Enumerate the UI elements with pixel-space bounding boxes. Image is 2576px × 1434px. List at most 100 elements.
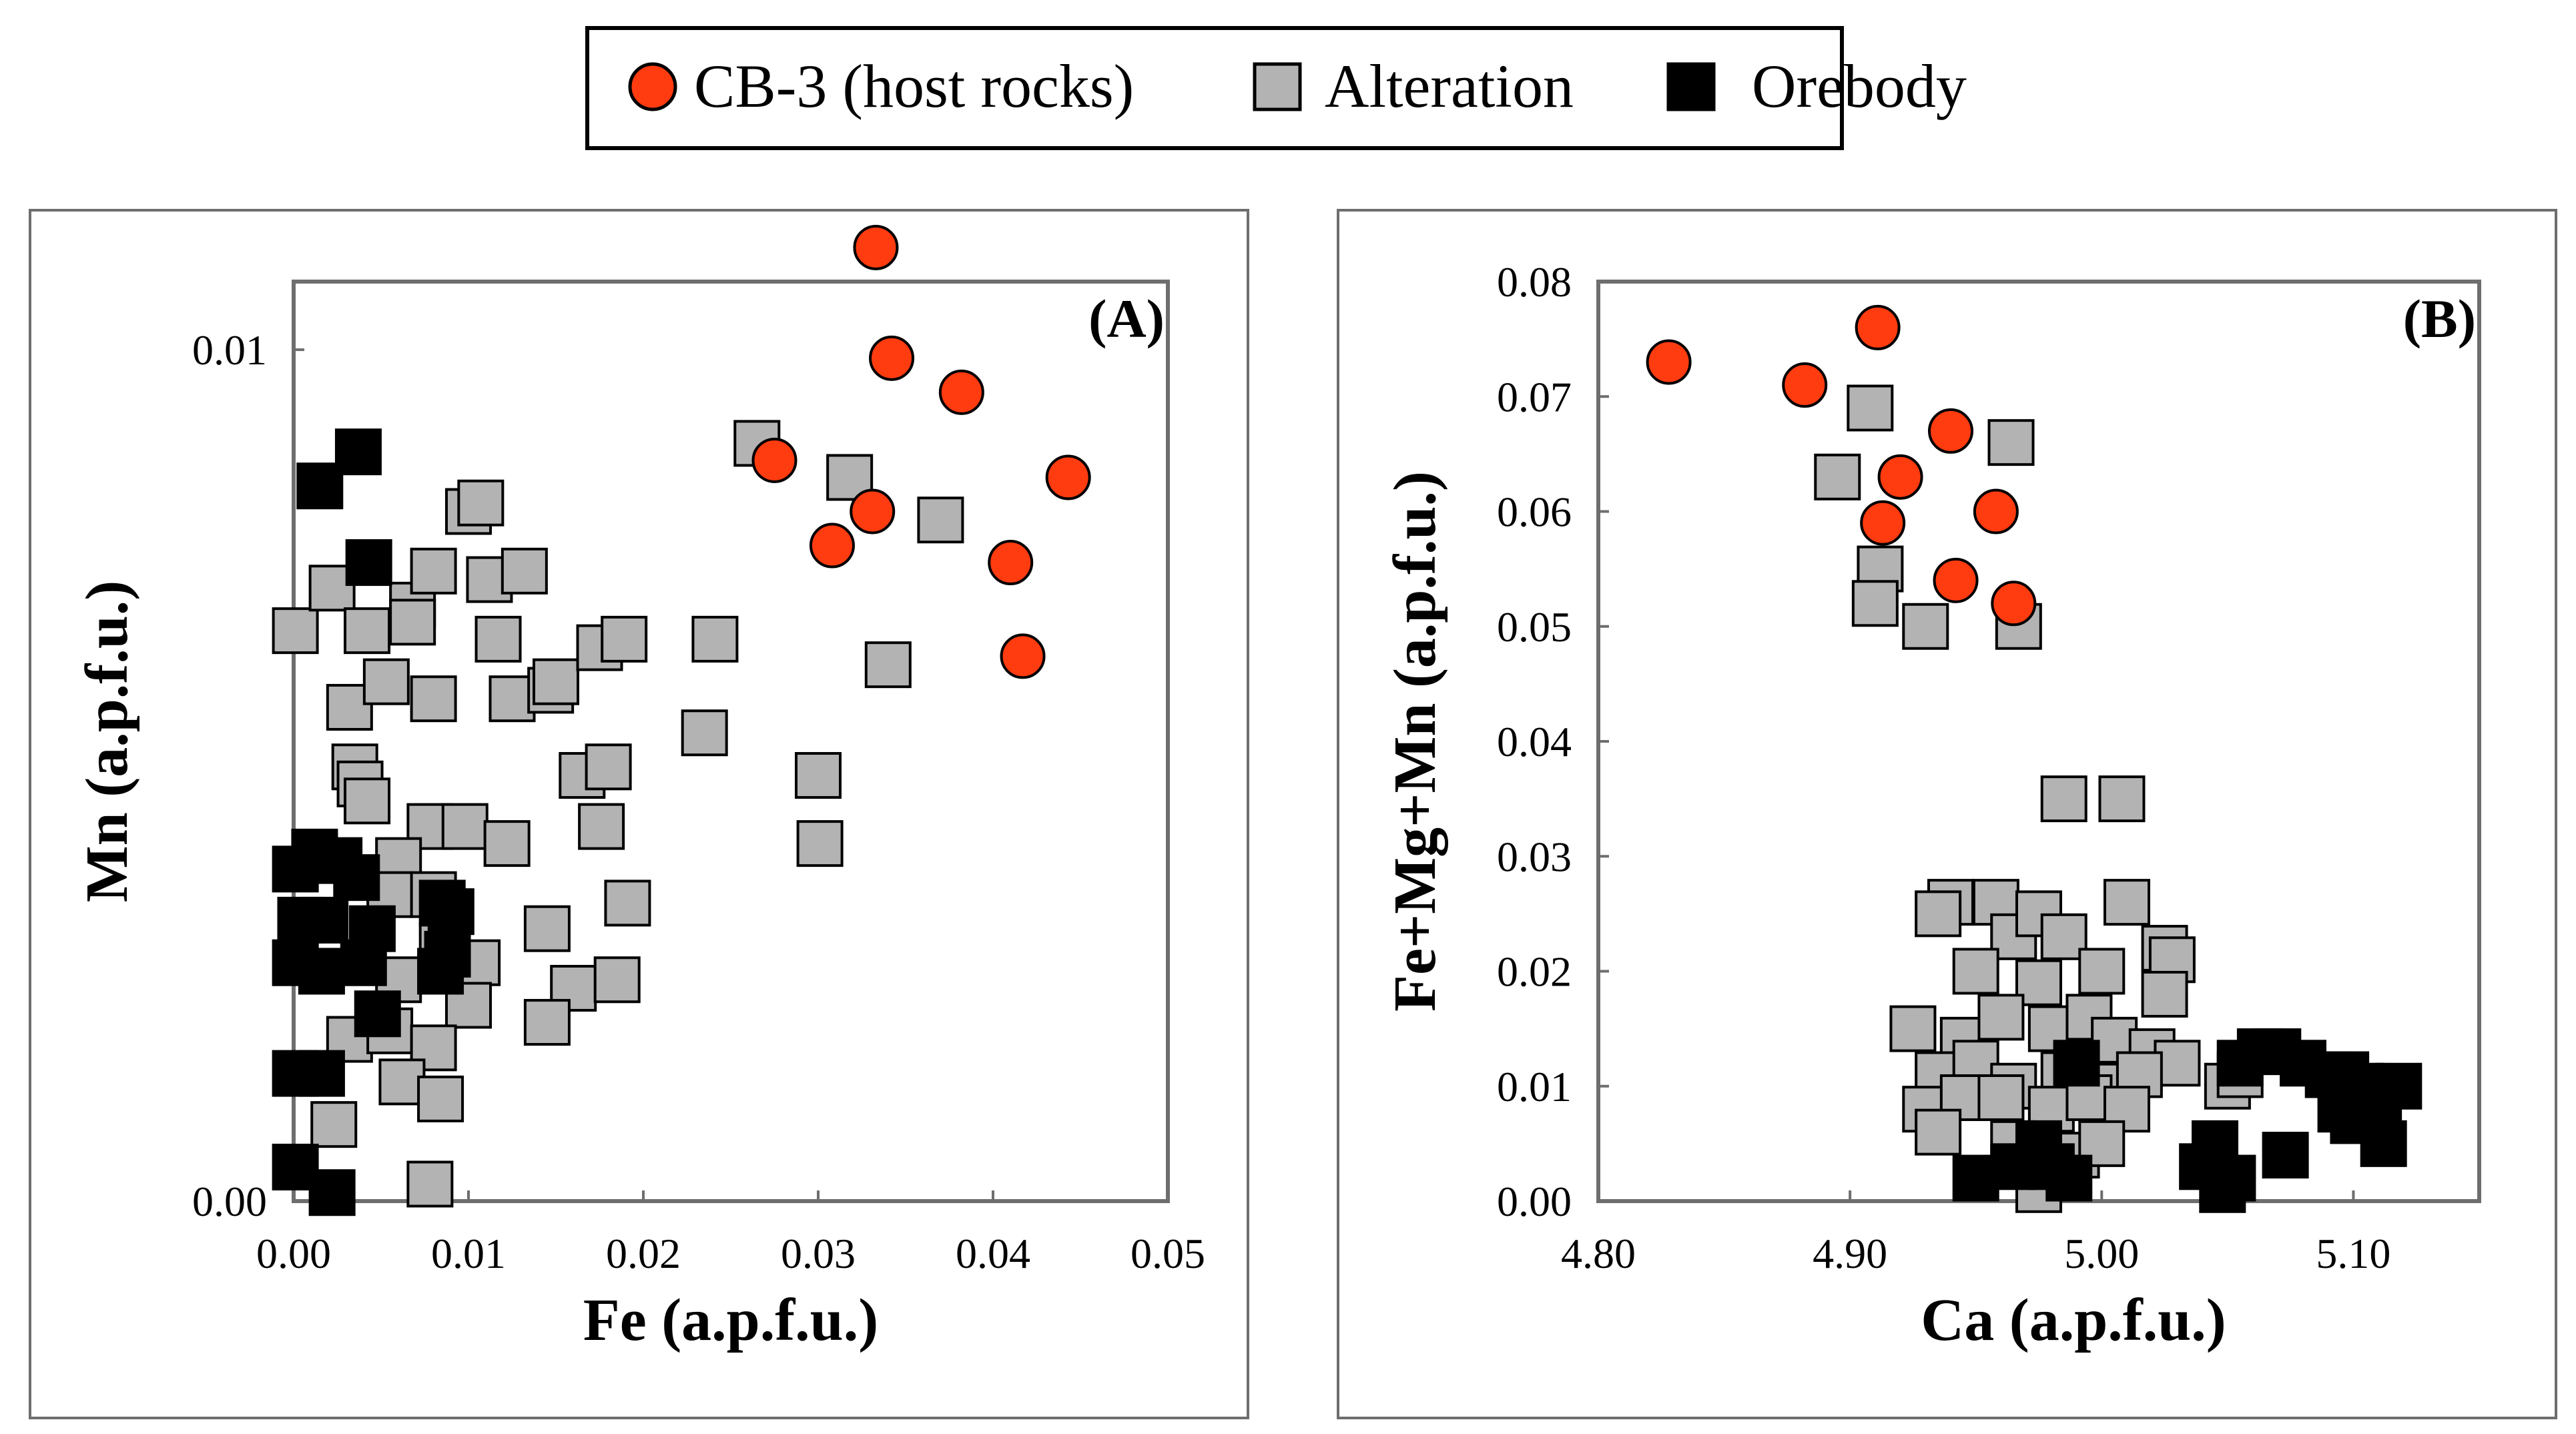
legend-box — [585, 26, 1844, 150]
y-tick-label-b: 0.08 — [1497, 258, 1572, 306]
point-alteration-b — [1915, 1108, 1962, 1156]
point-alteration-a — [417, 1075, 464, 1122]
point-host-b — [1991, 581, 2037, 627]
point-alteration-b — [2078, 1120, 2126, 1167]
x-tick-label-a: 0.00 — [256, 1230, 331, 1277]
x-tick-label-b: 4.90 — [1813, 1230, 1887, 1277]
x-tick-label-b: 5.00 — [2064, 1230, 2139, 1277]
point-host-b — [1782, 362, 1828, 408]
panel-b: 4.80 4.90 5.00 5.10 0.000.010.020.030.040.0… — [1337, 209, 2557, 1419]
point-alteration-a — [474, 615, 522, 663]
point-alteration-b — [1851, 580, 1899, 627]
point-orebody-a — [308, 1169, 356, 1216]
point-orebody-b — [2045, 1154, 2093, 1202]
point-orebody-a — [417, 948, 464, 995]
point-orebody-a — [334, 428, 382, 476]
point-host-a — [869, 335, 915, 381]
point-host-b — [1973, 488, 2019, 534]
point-alteration-a — [344, 607, 391, 655]
point-alteration-a — [795, 752, 842, 799]
y-tick-label-b: 0.06 — [1497, 488, 1572, 536]
point-alteration-a — [362, 658, 410, 705]
point-host-b — [1646, 339, 1692, 385]
point-alteration-b — [1987, 419, 2035, 466]
legend-label-orebody: Orebody — [1752, 52, 1967, 120]
point-alteration-a — [681, 709, 728, 757]
point-orebody-a — [354, 990, 401, 1038]
point-host-a — [850, 488, 896, 534]
legend-label-alteration: Alteration — [1325, 52, 1574, 120]
point-host-b — [1928, 408, 1973, 454]
point-orebody-b — [2209, 1154, 2256, 1202]
x-tick-label-b: 4.80 — [1561, 1230, 1636, 1277]
y-tick-label-a: 0.01 — [192, 326, 267, 374]
point-orebody-a — [333, 854, 380, 902]
point-host-a — [751, 437, 797, 483]
x-tick-label-a: 0.03 — [781, 1230, 856, 1277]
point-alteration-a — [585, 743, 632, 791]
point-host-b — [1855, 304, 1901, 350]
point-alteration-a — [864, 641, 912, 689]
point-orebody-a — [298, 1050, 345, 1097]
x-tick-label-a: 0.02 — [606, 1230, 681, 1277]
point-host-a — [938, 369, 984, 415]
x-axis-title-b: Ca (a.p.f.u.) — [1921, 1287, 2226, 1353]
point-alteration-a — [501, 547, 548, 595]
y-tick-label-b: 0.00 — [1497, 1178, 1572, 1225]
markers-b — [1646, 304, 2423, 1213]
y-tick-label-b: 0.02 — [1497, 948, 1572, 996]
point-alteration-a — [441, 803, 489, 850]
point-alteration-b — [1902, 603, 1949, 650]
point-alteration-a — [308, 565, 356, 612]
point-alteration-a — [523, 905, 571, 952]
y-tick-label-a: 0.00 — [192, 1178, 267, 1225]
x-tick-label-a: 0.01 — [431, 1230, 506, 1277]
point-alteration-b — [1952, 948, 1999, 995]
point-alteration-a — [406, 1160, 454, 1208]
point-alteration-b — [2141, 970, 2188, 1018]
x-tick-label-b: 5.10 — [2316, 1230, 2390, 1277]
point-alteration-a — [796, 820, 844, 867]
point-host-a — [853, 224, 899, 270]
point-orebody-b — [2375, 1062, 2423, 1110]
point-alteration-a — [410, 547, 457, 595]
point-alteration-a — [691, 615, 739, 663]
point-alteration-a — [917, 496, 964, 544]
y-tick-label-b: 0.01 — [1497, 1063, 1572, 1110]
point-orebody-a — [340, 939, 387, 986]
point-orebody-a — [345, 539, 392, 587]
point-host-a — [988, 540, 1034, 586]
y-tick-label-b: 0.03 — [1497, 833, 1572, 880]
point-alteration-b — [1977, 994, 2025, 1041]
point-host-a — [1000, 633, 1046, 679]
legend-marker-host — [628, 62, 677, 111]
point-host-a — [1045, 454, 1091, 500]
point-alteration-a — [578, 803, 625, 850]
x-ticks-a: 0.00 0.01 0.02 0.03 0.04 0.05 — [256, 1190, 1205, 1277]
point-orebody-b — [2360, 1120, 2407, 1167]
point-orebody-a — [296, 462, 344, 510]
y-ticks-a: 0.00 0.01 — [192, 326, 304, 1225]
point-host-b — [1860, 500, 1906, 546]
point-alteration-a — [483, 820, 531, 867]
point-orebody-a — [427, 888, 474, 936]
point-alteration-a — [604, 879, 651, 927]
x-ticks-b: 4.80 4.90 5.00 5.10 — [1561, 1190, 2390, 1277]
y-ticks-b: 0.00 0.01 0.02 0.03 0.04 0.05 0.06 0.07 0.08 — [1497, 258, 1609, 1225]
point-alteration-b — [1889, 1005, 1937, 1052]
plot-area-a — [292, 280, 1170, 1203]
point-alteration-b — [2098, 775, 2146, 823]
point-alteration-a — [389, 599, 436, 646]
point-host-b — [1877, 454, 1923, 500]
point-alteration-b — [2078, 948, 2126, 995]
point-host-b — [1933, 557, 1979, 603]
panel-label-a: (A) — [1088, 288, 1165, 349]
panel-label-b: (B) — [2403, 288, 2476, 349]
point-alteration-b — [2104, 879, 2150, 926]
x-tick-label-a: 0.04 — [956, 1230, 1030, 1277]
x-tick-label-a: 0.05 — [1131, 1230, 1205, 1277]
point-alteration-a — [523, 999, 571, 1046]
point-alteration-a — [272, 607, 319, 655]
point-alteration-a — [593, 956, 641, 1004]
